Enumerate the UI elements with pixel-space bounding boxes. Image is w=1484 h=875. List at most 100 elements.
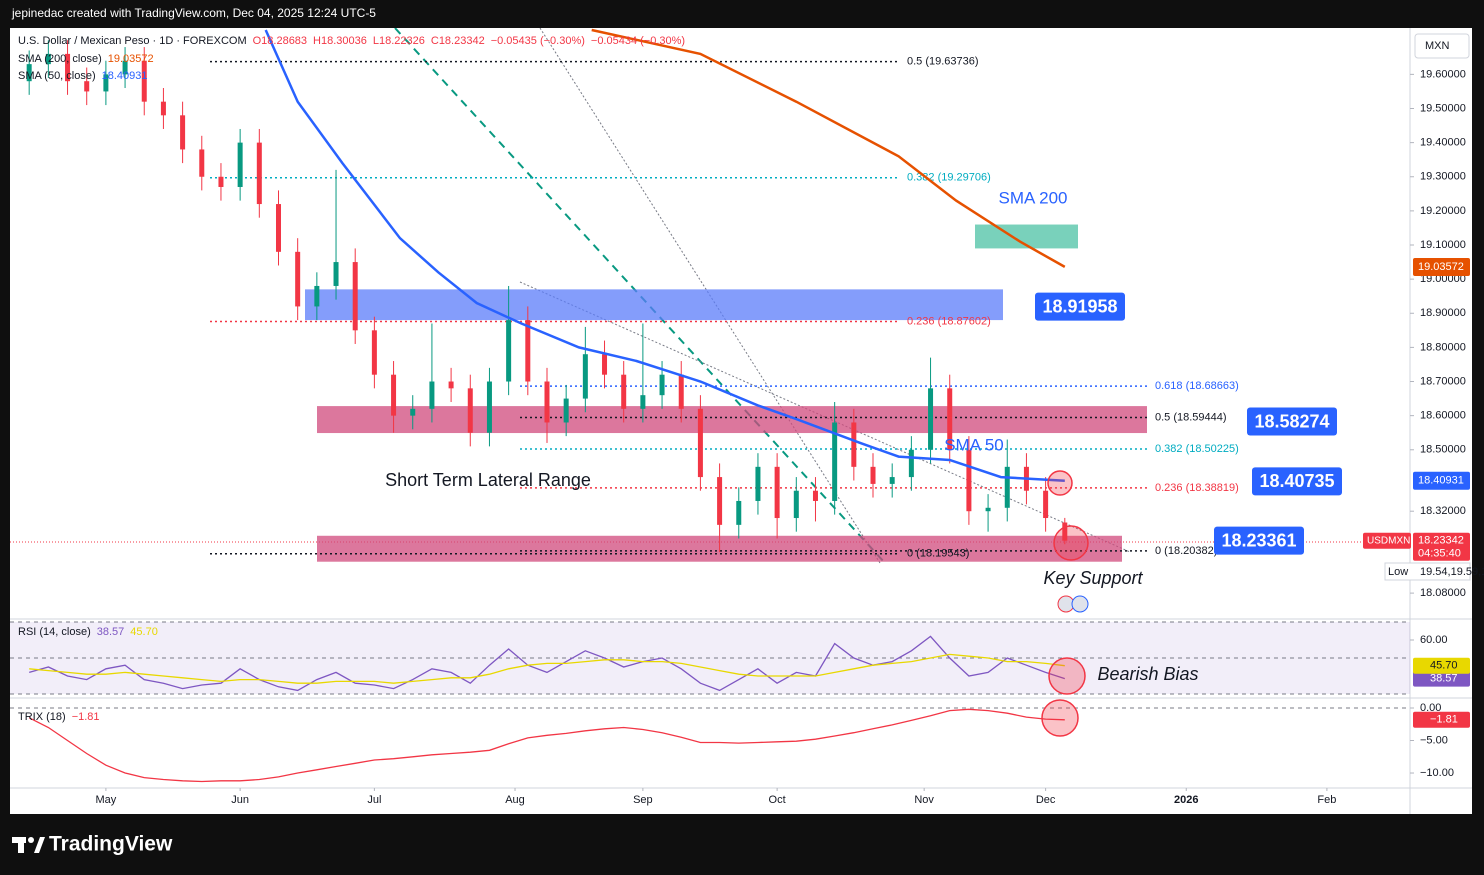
candle-body — [755, 466, 761, 501]
logo-mark — [34, 837, 45, 853]
indicator-pill-bg — [1413, 711, 1470, 728]
candle-body — [448, 381, 454, 389]
fib-label: 0.236 (18.87602) — [907, 315, 991, 327]
candle-body — [160, 101, 166, 116]
fib-label: 0.5 (19.63736) — [907, 56, 979, 68]
symbol-bg — [1363, 532, 1411, 549]
candle-body — [736, 500, 742, 525]
logo-mark — [28, 837, 34, 843]
candle-body — [429, 381, 435, 409]
y-tick-label: 19.00000 — [1420, 273, 1466, 285]
last-price-bg — [1413, 532, 1470, 561]
x-tick-label: Jun — [231, 794, 249, 806]
sma-price: 18.40931 — [1418, 475, 1464, 487]
candle-body — [659, 374, 665, 396]
candle-body — [45, 53, 51, 65]
candle-body — [928, 388, 934, 450]
legend-item: −0.05434 (−0.30%) — [591, 35, 685, 47]
y-tick-label: 19.30000 — [1420, 171, 1466, 183]
legend-item: −1.81 — [72, 711, 100, 723]
y-tick-label: 0.00 — [1420, 702, 1441, 714]
low-value: 19.54,19.59,19.54,19.51,19.51,19.56,19.4… — [1420, 566, 1484, 578]
candle-body — [870, 466, 876, 484]
y-tick-label: 18.32000 — [1420, 505, 1466, 517]
x-tick-label: 2026 — [1174, 794, 1198, 806]
y-tick-label: −10.00 — [1420, 767, 1454, 779]
candle-body — [371, 330, 377, 375]
candle-body — [506, 320, 512, 382]
y-tick-label: 19.60000 — [1420, 68, 1466, 80]
x-tick-label: Oct — [769, 794, 786, 806]
zone — [317, 406, 1147, 434]
candle-body — [467, 388, 473, 433]
legend-item: 45.70 — [130, 626, 158, 638]
legend-item: RSI (14, close) — [18, 626, 91, 638]
legend-item: 18.40931 — [102, 70, 148, 82]
fib-label: 0 (18.19543) — [907, 548, 969, 560]
candle-body — [103, 74, 109, 92]
price-tag-bg — [1247, 407, 1337, 436]
candle-body — [525, 320, 531, 382]
fib-label: 0.382 (19.29706) — [907, 172, 991, 184]
logo: TradingView — [12, 833, 173, 856]
candle-body — [256, 142, 262, 205]
candle-body — [237, 142, 243, 187]
legend-item: 38.57 — [97, 626, 125, 638]
price-tag: 18.40735 — [1259, 471, 1334, 491]
candle-body — [218, 176, 224, 187]
highlight — [1048, 657, 1086, 695]
highlight — [1041, 699, 1079, 737]
annotation: SMA 200 — [999, 188, 1068, 207]
highlight — [1053, 525, 1089, 561]
sma-price: 19.03572 — [1418, 261, 1464, 273]
zone — [305, 289, 1003, 321]
highlight — [1047, 470, 1073, 496]
candle-body — [697, 408, 703, 478]
unit-box — [1414, 33, 1470, 59]
candle-body — [966, 449, 972, 512]
y-tick-label: 18.50000 — [1420, 444, 1466, 456]
candle-body — [275, 204, 281, 252]
candle-body — [602, 354, 608, 375]
x-tick-label: Sep — [633, 794, 653, 806]
indicator-pill-bg — [1413, 670, 1470, 687]
candle-body — [985, 507, 991, 512]
y-tick-label: 19.20000 — [1420, 205, 1466, 217]
series-line — [28, 708, 1065, 783]
candle-body — [889, 477, 895, 484]
y-tick-label: 60.00 — [1420, 634, 1448, 646]
y-tick-label: 18.90000 — [1420, 307, 1466, 319]
legend-item: SMA (50, close) — [18, 70, 96, 82]
candle-body — [122, 60, 128, 75]
legend-item: U.S. Dollar / Mexican Peso · 1D · FOREXC… — [18, 35, 247, 47]
y-tick-label: 18.60000 — [1420, 410, 1466, 422]
low-bg — [1384, 562, 1471, 581]
legend-item: C18.23342 — [431, 35, 485, 47]
y-tick-label: −5.00 — [1420, 734, 1448, 746]
candle-body — [851, 422, 857, 467]
indicator-pill: −1.81 — [1430, 714, 1458, 726]
price-tag: 18.23361 — [1221, 530, 1296, 550]
x-tick-label: Dec — [1036, 794, 1056, 806]
candle-body — [582, 354, 588, 399]
countdown: 04:35:40 — [1418, 548, 1461, 560]
annotation: SMA 50 — [944, 435, 1004, 454]
fib-levels: 0.5 (19.63736) 0.382 (19.29706) 0.236 (18.… — [210, 56, 1239, 560]
indicator-pill: 38.57 — [1430, 672, 1458, 684]
price-tag-bg — [1252, 467, 1342, 496]
event-icon — [1071, 595, 1089, 613]
fib-label: 0.5 (18.59444) — [1155, 411, 1227, 423]
y-tick-label: 19.10000 — [1420, 239, 1466, 251]
legend-item: H18.30036 — [313, 35, 367, 47]
trendline — [394, 28, 886, 564]
legend-item: L18.22326 — [373, 35, 425, 47]
x-tick-label: Aug — [505, 794, 525, 806]
series-line — [264, 29, 1065, 482]
annotation: Key Support — [1043, 568, 1143, 588]
candle-body — [947, 388, 953, 450]
fib-label: 0 (18.20382) — [1155, 545, 1217, 557]
candle-body — [199, 149, 205, 177]
series-line — [591, 28, 1066, 268]
candle-body — [314, 285, 320, 307]
